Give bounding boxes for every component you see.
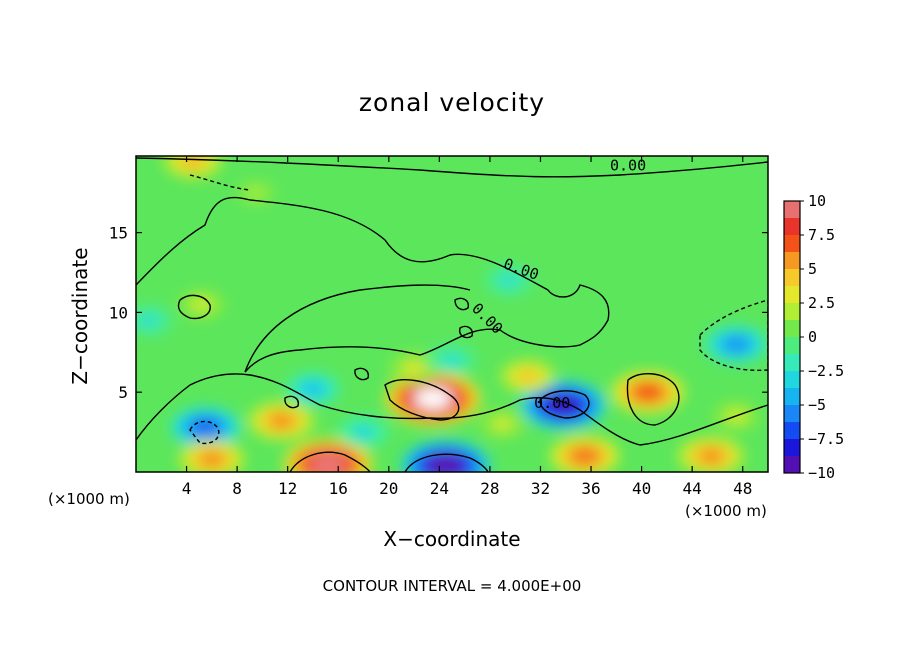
contour-label: 0.00 bbox=[610, 156, 646, 174]
x-tick-label: 40 bbox=[632, 479, 651, 498]
colorbar-swatch bbox=[784, 320, 800, 338]
x-tick-label: 20 bbox=[379, 479, 398, 498]
colorbar-swatch bbox=[784, 286, 800, 304]
colorbar-tick-label: 5 bbox=[808, 260, 817, 278]
colorbar-swatch bbox=[784, 354, 800, 372]
contour-top-dashed bbox=[189, 174, 251, 191]
contour-hot-core bbox=[384, 379, 460, 421]
contour-cold-core bbox=[539, 390, 590, 419]
field-feature-20-level-1 bbox=[353, 425, 374, 439]
field-feature-1-level-4 bbox=[310, 453, 346, 472]
field-feature-5-level-2 bbox=[697, 448, 725, 464]
contour-small-a bbox=[454, 297, 469, 311]
colorbar: 10 7.5 5 2.5 0 −2.5 −5 −7.5 −10 bbox=[783, 192, 844, 482]
x-tick-label: 44 bbox=[683, 479, 702, 498]
field-feature-8-level-3 bbox=[191, 419, 220, 436]
colorbar-tick-label: 0 bbox=[808, 328, 817, 346]
field-feature-4-level-3 bbox=[633, 383, 663, 401]
contour-bottom-hot bbox=[289, 451, 371, 472]
field-feature-17-level-1 bbox=[247, 187, 265, 198]
field-feature-2-level-4 bbox=[427, 455, 464, 472]
x-tick-label: 12 bbox=[278, 479, 297, 498]
field-feature-21-level-1 bbox=[139, 314, 159, 327]
colorbar-swatch bbox=[784, 405, 800, 423]
colorbar-swatch bbox=[784, 337, 800, 355]
colorbar-swatch bbox=[784, 235, 800, 253]
field-feature-9-level-3 bbox=[570, 447, 599, 465]
field-feature-16-level-1 bbox=[442, 354, 462, 367]
colorbar-swatch bbox=[784, 252, 800, 270]
field-feature-19-level-1 bbox=[499, 274, 519, 287]
colorbar-tick-label: −2.5 bbox=[808, 362, 844, 380]
colorbar-tick-label: −5 bbox=[808, 396, 826, 414]
field-feature-11-level-2 bbox=[302, 382, 324, 396]
x-tick-label: 48 bbox=[733, 479, 752, 498]
plot-frame bbox=[135, 155, 769, 473]
zero-contour-lower bbox=[136, 373, 768, 446]
x-axis-label: X−coordinate bbox=[383, 527, 521, 551]
field-feature-6-level-1 bbox=[192, 298, 212, 311]
y-axis-unit: (×1000 m) bbox=[48, 490, 130, 508]
contour-small-d bbox=[354, 367, 369, 381]
colorbar-swatch bbox=[784, 218, 800, 236]
colorbar-swatch bbox=[784, 371, 800, 389]
colorbar-swatch bbox=[784, 303, 800, 321]
y-tick-label: 5 bbox=[118, 383, 128, 402]
field-feature-0-level-4 bbox=[414, 387, 453, 410]
y-axis-label: Z−coordinate bbox=[68, 247, 92, 385]
colorbar-swatch bbox=[784, 439, 800, 457]
contour-bottom-cold bbox=[404, 453, 489, 472]
field-feature-10-level-2 bbox=[268, 413, 295, 429]
colorbar-swatch bbox=[784, 388, 800, 406]
colorbar-swatch bbox=[784, 269, 800, 287]
contour-right-cold bbox=[699, 299, 768, 372]
field-feature-7-level-2 bbox=[723, 336, 750, 352]
x-tick-label: 16 bbox=[329, 479, 348, 498]
zero-contours bbox=[136, 157, 768, 472]
x-tick-label: 4 bbox=[182, 479, 192, 498]
contour-right-hot bbox=[626, 373, 680, 426]
x-tick-label: 28 bbox=[480, 479, 499, 498]
x-axis-unit: (×1000 m) bbox=[685, 502, 767, 520]
x-tick-label: 36 bbox=[581, 479, 600, 498]
colorbar-tick-label: 2.5 bbox=[808, 294, 835, 312]
x-tick-label: 32 bbox=[531, 479, 550, 498]
colorbar-swatch bbox=[784, 456, 800, 474]
chart-title: zonal velocity bbox=[358, 88, 546, 117]
colorbar-swatch bbox=[784, 201, 800, 219]
y-tick-label: 15 bbox=[109, 224, 128, 243]
y-tick-label: 10 bbox=[109, 303, 128, 322]
x-tick-label: 8 bbox=[232, 479, 242, 498]
colorbar-swatch bbox=[784, 422, 800, 440]
zero-contour-upper bbox=[136, 157, 768, 178]
colorbar-tick-label: −7.5 bbox=[808, 430, 844, 448]
field-feature-14-level-2 bbox=[198, 451, 226, 468]
x-axis: 4 8 12 16 20 24 28 32 36 40 44 48 bbox=[182, 156, 752, 498]
x-tick-label: 24 bbox=[430, 479, 449, 498]
contour-interval-note: CONTOUR INTERVAL = 4.000E+00 bbox=[322, 577, 582, 595]
colorbar-tick-label: 10 bbox=[808, 192, 826, 210]
contour-small-c bbox=[284, 395, 299, 409]
zero-contour-main bbox=[136, 196, 610, 373]
colorbar-tick-label: −10 bbox=[808, 464, 835, 482]
contour-label: 0.00 bbox=[534, 394, 570, 412]
contour-left-low bbox=[189, 420, 220, 445]
zero-contour-mid bbox=[244, 284, 471, 373]
contour-small-b bbox=[458, 325, 474, 339]
field-feature-12-level-2 bbox=[516, 369, 540, 384]
velocity-field bbox=[136, 156, 768, 472]
field-feature-13-level-1 bbox=[404, 362, 425, 375]
contour-left-blob bbox=[177, 294, 211, 320]
colorbar-tick-label: 7.5 bbox=[808, 226, 835, 244]
y-axis: 5 10 15 bbox=[109, 224, 768, 402]
field-feature-15-level-1 bbox=[493, 418, 512, 431]
